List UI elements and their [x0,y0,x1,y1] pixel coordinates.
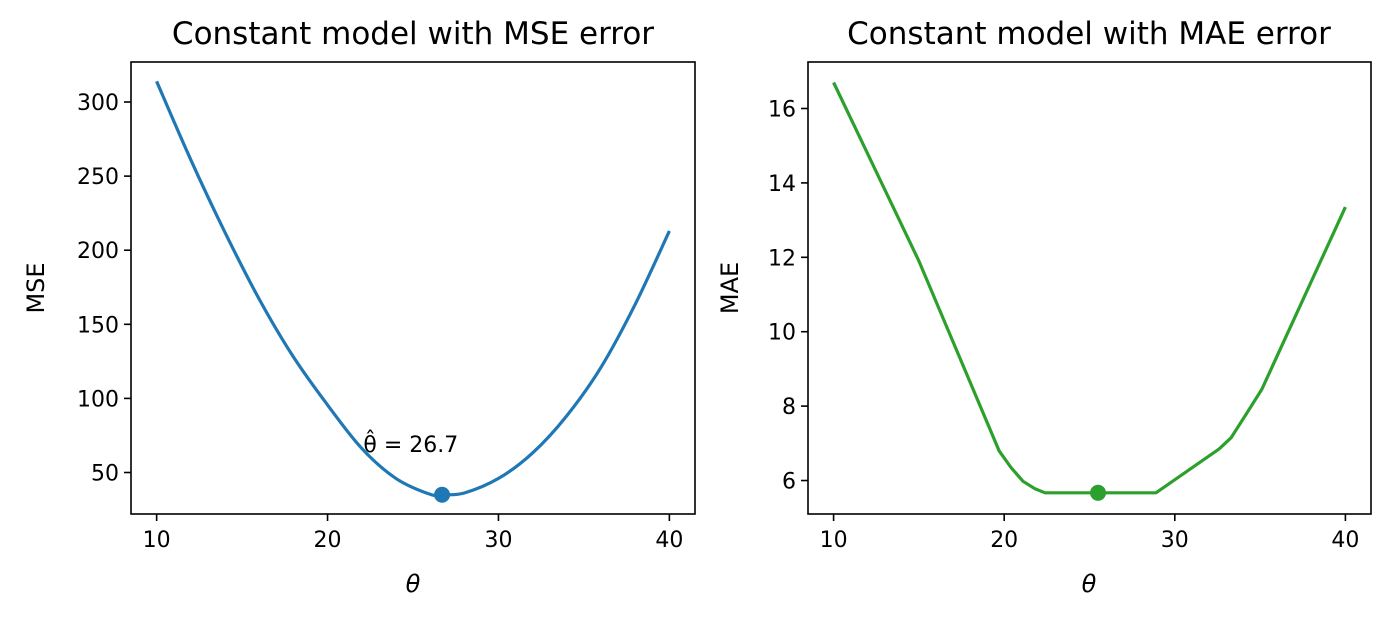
mae-y-tick-label: 14 [768,172,796,197]
mae-x-tick-label: 10 [820,528,848,553]
mse-x-tick-label: 40 [655,528,683,553]
mae-x-tick-label: 30 [1161,528,1189,553]
mse-x-tick-label: 10 [143,528,171,553]
mse-plot-frame [130,61,696,515]
mae-y-axis-label: MAE [716,262,744,314]
mse-x-axis-label: θ [406,570,421,598]
mae-curve [832,81,1347,495]
mse-y-tick-label: 200 [77,239,119,264]
mae-panel: Constant model with MAE error θ MAE 10 20… [716,16,1372,598]
mae-ticks: 10 20 30 40 6 8 10 12 14 16 [768,98,1359,553]
mse-y-axis-label: MSE [22,262,50,313]
mae-chart-title: Constant model with MAE error [847,16,1331,52]
mse-chart-title: Constant model with MSE error [172,16,654,52]
mse-x-tick-label: 30 [484,528,512,553]
mae-y-tick-label: 6 [782,470,796,495]
mse-x-tick-label: 20 [314,528,342,553]
mae-x-tick-label: 20 [990,528,1018,553]
mse-y-tick-label: 150 [77,313,119,338]
mse-y-tick-label: 250 [77,165,119,190]
mae-y-tick-label: 12 [768,246,796,271]
mse-minimum-annotation: θ̂ = 26.7 [363,431,458,458]
mae-y-tick-label: 16 [768,98,796,123]
mse-y-tick-label: 100 [77,387,119,412]
mse-curve [155,80,671,498]
mae-y-tick-label: 10 [768,321,796,346]
mae-y-tick-label: 8 [782,395,796,420]
mse-minimum-marker [434,486,451,503]
mae-x-axis-label: θ [1082,570,1097,598]
mse-y-tick-label: 300 [77,91,119,116]
mae-x-tick-label: 40 [1331,528,1359,553]
mse-panel: Constant model with MSE error θ MSE 10 20… [22,16,696,598]
mae-minimum-marker [1090,484,1107,501]
mse-y-tick-label: 50 [91,462,119,487]
mae-plot-frame [807,61,1372,515]
mse-ticks: 10 20 30 40 50 100 150 200 250 300 [77,91,683,553]
